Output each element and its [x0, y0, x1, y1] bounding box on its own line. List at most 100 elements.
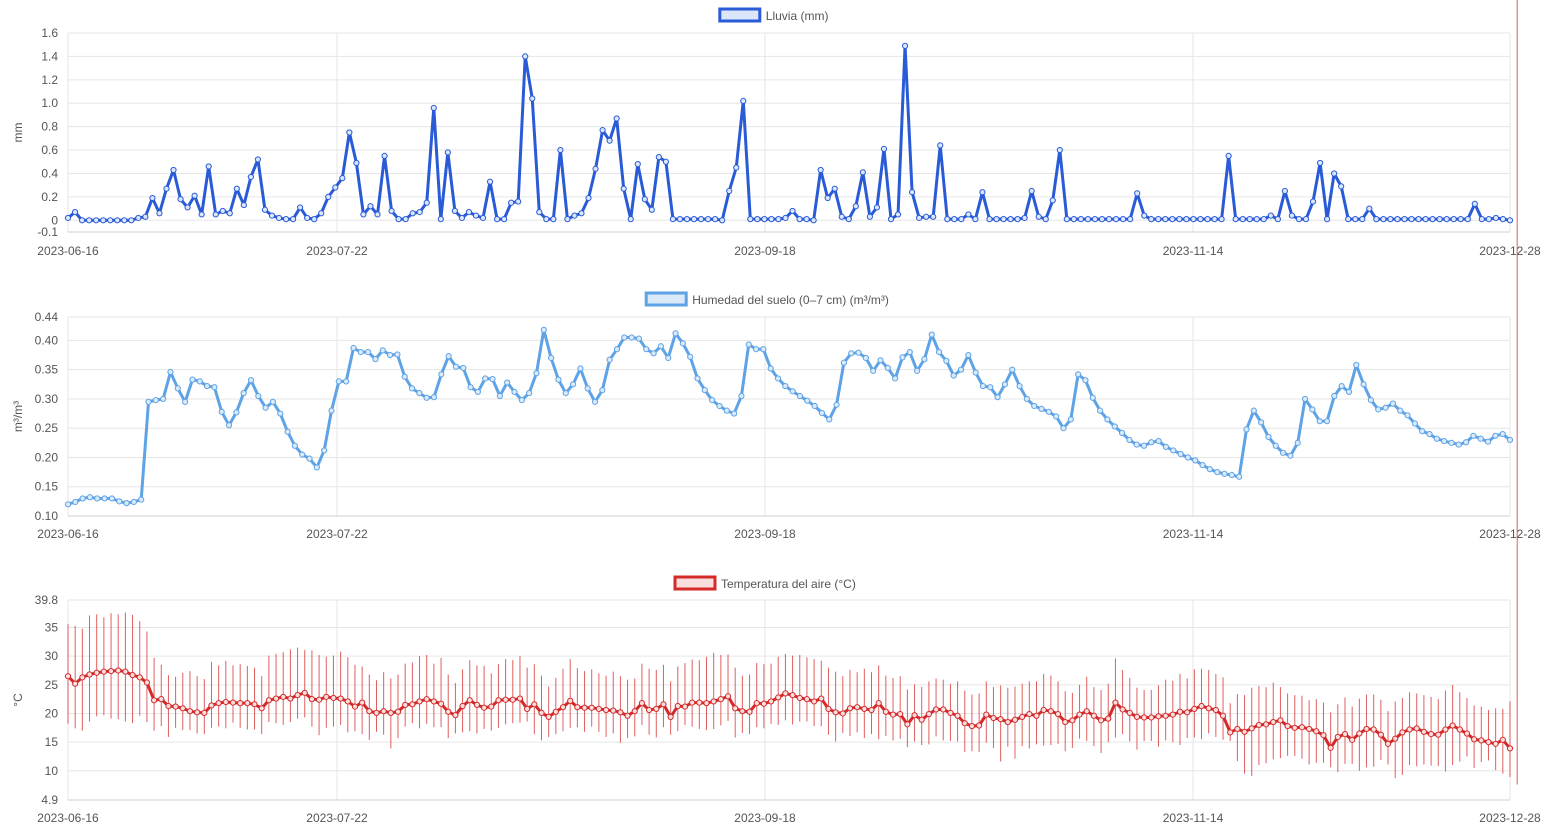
data-point — [1176, 708, 1184, 715]
data-point — [330, 694, 337, 702]
data-point — [1104, 416, 1111, 423]
data-point — [308, 696, 316, 703]
y-tick-label: 0.20 — [35, 450, 59, 464]
data-point — [839, 710, 846, 717]
data-point — [318, 210, 325, 217]
data-point — [916, 214, 923, 222]
data-point — [313, 464, 320, 471]
data-point — [610, 707, 617, 714]
data-point — [480, 704, 488, 711]
data-point — [921, 356, 928, 363]
data-point — [782, 382, 789, 390]
data-point — [1148, 714, 1155, 721]
data-point — [515, 198, 522, 205]
data-point — [101, 495, 108, 502]
data-point — [1302, 216, 1310, 223]
data-point — [339, 175, 346, 182]
data-point — [937, 142, 944, 149]
data-point — [401, 373, 408, 380]
data-point — [158, 696, 165, 703]
data-point — [687, 353, 694, 360]
x-tick-label: 2023-11-14 — [1163, 811, 1224, 825]
data-point — [1198, 702, 1205, 710]
data-point — [831, 185, 838, 192]
data-point — [880, 145, 888, 152]
data-point — [282, 216, 290, 223]
data-point — [265, 697, 272, 704]
data-point — [1345, 216, 1352, 223]
data-point — [275, 214, 283, 222]
data-point — [86, 671, 93, 678]
data-point — [845, 216, 852, 223]
y-tick-label: 15 — [45, 735, 59, 749]
legend: Humedad del suelo (0–7 cm) (m³/m³) — [644, 291, 889, 307]
legend-swatch — [718, 7, 762, 23]
y-axis-title: mm — [11, 123, 25, 143]
data-point — [1338, 382, 1345, 390]
data-point — [1205, 705, 1212, 712]
data-point — [1384, 740, 1392, 747]
data-point — [395, 216, 402, 223]
data-point — [277, 410, 284, 417]
data-point — [968, 722, 976, 730]
y-tick-label: 10 — [45, 764, 59, 778]
data-point — [591, 398, 599, 405]
data-point — [739, 708, 746, 715]
data-point — [767, 365, 774, 372]
data-point — [1359, 216, 1366, 223]
data-point — [1054, 710, 1062, 718]
data-point — [1042, 216, 1049, 223]
data-point — [174, 385, 181, 392]
data-point — [1316, 418, 1323, 425]
data-point — [198, 211, 205, 218]
data-point — [1291, 724, 1298, 731]
data-point — [294, 692, 301, 699]
data-point — [408, 385, 416, 392]
data-point — [1433, 435, 1440, 442]
data-point — [694, 375, 701, 382]
data-point — [311, 216, 318, 223]
data-point — [1281, 187, 1289, 195]
data-point — [578, 210, 585, 217]
data-point — [150, 697, 158, 704]
data-point — [1306, 725, 1313, 733]
data-point — [437, 700, 445, 707]
data-point — [990, 714, 997, 722]
data-point — [599, 387, 606, 394]
data-point — [508, 199, 515, 206]
data-point — [1096, 407, 1104, 414]
x-tick-label: 2023-09-18 — [734, 527, 796, 541]
legend: Lluvia (mm) — [718, 7, 828, 23]
data-point — [1089, 394, 1096, 401]
data-point — [1019, 713, 1026, 721]
data-point — [160, 395, 167, 403]
data-point — [531, 701, 538, 708]
data-point — [332, 184, 339, 191]
data-point — [1000, 216, 1007, 223]
data-point — [1450, 216, 1457, 223]
y-tick-label: 0.15 — [35, 480, 59, 494]
data-point — [681, 703, 689, 710]
data-point — [1250, 407, 1257, 414]
data-point — [502, 696, 509, 703]
data-point — [1492, 432, 1499, 439]
y-tick-label: 0 — [51, 213, 58, 227]
data-point — [740, 97, 747, 104]
data-point — [107, 667, 115, 675]
data-point — [635, 335, 643, 342]
data-point — [1471, 736, 1478, 743]
data-point — [360, 211, 367, 218]
data-point — [135, 214, 142, 222]
data-point — [1060, 425, 1067, 432]
data-point — [555, 376, 562, 383]
data-point — [380, 708, 387, 715]
data-point — [251, 701, 258, 708]
x-tick-label: 2023-12-28 — [1479, 244, 1541, 258]
data-point — [1183, 216, 1190, 223]
data-point — [1199, 461, 1206, 469]
x-tick-label: 2023-12-28 — [1479, 811, 1541, 825]
data-point — [1069, 717, 1076, 724]
data-point — [606, 137, 613, 144]
x-tick-label: 2023-11-14 — [1163, 527, 1224, 541]
